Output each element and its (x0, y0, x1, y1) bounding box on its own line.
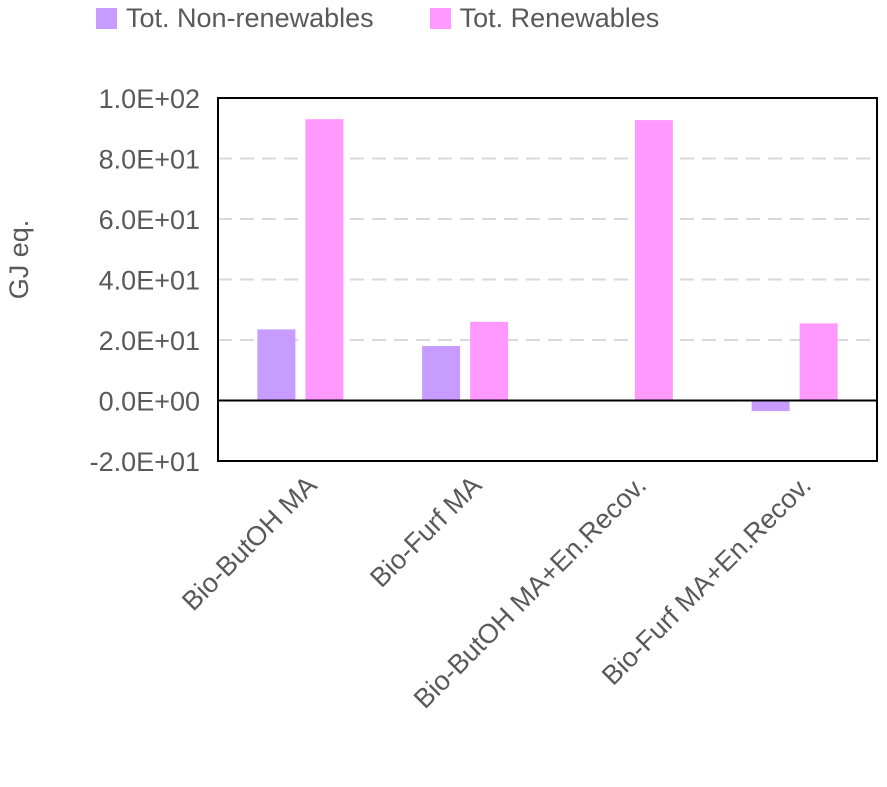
y-axis-label: GJ eq. (4, 220, 34, 300)
bar-renewables (305, 119, 344, 401)
y-tick-label: 2.0E+01 (99, 326, 200, 356)
y-tick-label: -2.0E+01 (90, 447, 200, 477)
legend-item-non-renewables: Tot. Non-renewables (96, 3, 374, 34)
legend-label-renewables: Tot. Renewables (459, 2, 660, 33)
bar-renewables (470, 321, 509, 401)
y-tick-label: 4.0E+01 (99, 266, 200, 296)
legend-item-renewables: Tot. Renewables (429, 2, 660, 34)
bar-non-renewables (422, 346, 461, 401)
bar-renewables (799, 323, 838, 401)
y-tick-label: 6.0E+01 (99, 205, 200, 235)
legend-swatch-non-renewables (96, 7, 117, 29)
bar-renewables (634, 120, 673, 401)
y-tick-label: 0.0E+00 (99, 387, 200, 417)
bar-non-renewables (257, 329, 296, 401)
chart-legend: Tot. Non-renewables Tot. Renewables (96, 0, 715, 36)
y-tick-label: 8.0E+01 (99, 145, 200, 175)
y-tick-label: 1.0E+02 (99, 84, 200, 114)
x-tick-label: Bio-Furf MA (364, 470, 487, 593)
bar-non-renewables (751, 400, 790, 412)
legend-label-non-renewables: Tot. Non-renewables (126, 2, 374, 33)
legend-swatch-renewables (429, 7, 451, 29)
x-tick-label: Bio-ButOH MA (176, 470, 322, 616)
plot-frame (217, 97, 878, 462)
